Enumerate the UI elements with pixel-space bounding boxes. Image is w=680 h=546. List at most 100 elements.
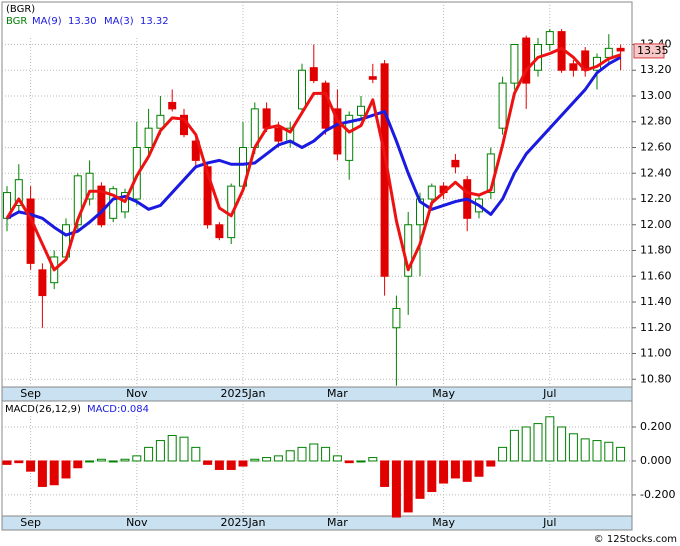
candle-body xyxy=(522,37,531,84)
y-tick-label: 13.20 xyxy=(640,63,672,76)
candle-body xyxy=(156,114,165,129)
histogram-bar xyxy=(509,429,519,462)
candle-body xyxy=(427,185,436,200)
y-tick-label: 0.000 xyxy=(640,454,672,467)
candle-body xyxy=(333,108,342,155)
candle-body xyxy=(368,76,377,80)
x-tick-label: May xyxy=(432,516,455,529)
ma-line xyxy=(5,46,622,272)
histogram-bar xyxy=(167,434,177,462)
histogram-bar xyxy=(415,460,425,499)
histogram-bar xyxy=(321,446,331,462)
x-axis-band xyxy=(1,515,633,531)
histogram-bar xyxy=(262,457,272,462)
y-tick-label: 11.00 xyxy=(640,347,672,360)
histogram-bar xyxy=(2,460,12,465)
y-tick-label: 11.60 xyxy=(640,269,672,282)
candle-body xyxy=(97,185,106,226)
y-tick-label: 12.40 xyxy=(640,166,672,179)
candle-body xyxy=(38,269,47,297)
histogram-bar xyxy=(191,446,201,462)
legend-box xyxy=(3,402,151,415)
candle-body xyxy=(498,82,507,129)
candle-body xyxy=(168,101,177,110)
histogram-bar xyxy=(604,441,614,462)
chart-title: (BGR) xyxy=(6,4,35,15)
histogram-bar xyxy=(368,457,378,462)
candle-body xyxy=(14,179,23,206)
candle-body xyxy=(215,224,224,239)
candle-body xyxy=(392,307,401,329)
histogram-bar xyxy=(73,460,83,469)
candle-body xyxy=(203,166,212,226)
histogram-bar xyxy=(37,460,47,487)
histogram-bar xyxy=(49,460,59,486)
histogram-bar xyxy=(439,460,449,484)
histogram-bar xyxy=(521,426,531,462)
candle-body xyxy=(274,127,283,142)
legend-entry: MA(3) xyxy=(104,16,134,27)
x-tick-label: Sep xyxy=(20,387,41,400)
legend-entry: BGR xyxy=(6,16,27,27)
histogram-bar xyxy=(26,460,36,472)
candle-body xyxy=(26,198,35,264)
histogram-bar xyxy=(309,443,319,462)
legend-entry: MA(9) xyxy=(32,16,62,27)
histogram-bar xyxy=(203,460,213,465)
histogram-bar xyxy=(380,460,390,487)
candle-body xyxy=(321,82,330,129)
histogram-bar xyxy=(61,460,71,479)
x-axis-band xyxy=(1,386,633,402)
histogram-bar xyxy=(285,450,295,462)
legend-value: 13.30 xyxy=(68,16,97,27)
histogram-bar xyxy=(85,460,95,463)
histogram-bar xyxy=(474,460,484,477)
histogram-bar xyxy=(545,416,555,462)
candle-body xyxy=(309,67,318,82)
y-tick-label: 11.40 xyxy=(640,295,672,308)
candle-body xyxy=(345,114,354,161)
y-tick-label: 11.80 xyxy=(640,244,672,257)
histogram-bar xyxy=(616,446,626,462)
candle-body xyxy=(510,43,519,84)
candle-body xyxy=(451,159,460,168)
x-tick-label: Jul xyxy=(542,516,556,529)
histogram-bar xyxy=(238,460,248,467)
histogram-bar xyxy=(344,460,354,464)
price-tag xyxy=(633,43,665,59)
source: © 12Stocks.com xyxy=(594,534,677,545)
y-tick-label: 12.60 xyxy=(640,141,672,154)
y-tick-label: 10.80 xyxy=(640,372,672,385)
histogram-bar xyxy=(132,455,142,462)
histogram-bar xyxy=(96,458,106,462)
y-tick-label: 12.20 xyxy=(640,192,672,205)
legend-value: 13.32 xyxy=(140,16,169,27)
x-tick-label: 2025Jan xyxy=(221,516,266,529)
y-tick-label: 0.200 xyxy=(640,420,672,433)
y-tick-label: 13.00 xyxy=(640,89,672,102)
histogram-bar xyxy=(297,446,307,462)
candle-body xyxy=(357,105,365,116)
histogram-bar xyxy=(273,455,283,462)
candle-body xyxy=(545,31,554,45)
histogram-bar xyxy=(427,460,437,493)
histogram-bar xyxy=(108,460,118,463)
y-tick-label: 11.20 xyxy=(640,321,672,334)
candle-body xyxy=(616,47,625,52)
histogram-bar xyxy=(450,460,460,479)
x-tick-label: 2025Jan xyxy=(221,387,266,400)
candle-body xyxy=(604,47,613,58)
histogram-bar xyxy=(356,460,366,463)
ma-line xyxy=(6,56,622,237)
histogram-bar xyxy=(214,460,224,470)
candle-body xyxy=(85,172,94,200)
legend-box xyxy=(3,3,163,36)
histogram-bar xyxy=(557,426,567,462)
histogram-bar xyxy=(568,433,578,462)
histogram-bar xyxy=(332,455,342,462)
histogram-bar xyxy=(592,440,602,462)
candle-body xyxy=(144,127,153,149)
candle-body xyxy=(262,108,271,129)
x-tick-label: Mar xyxy=(327,516,348,529)
histogram-bar xyxy=(580,438,590,462)
